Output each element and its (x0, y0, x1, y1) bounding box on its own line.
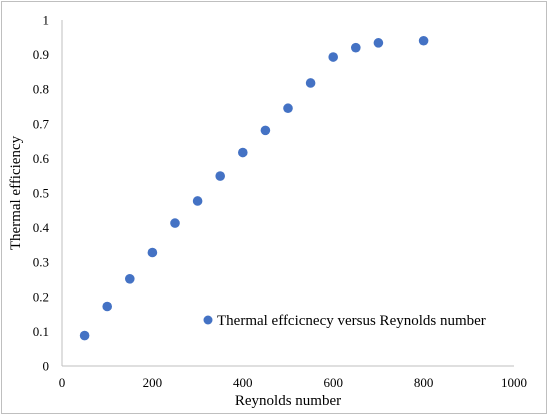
data-point (328, 52, 339, 62)
y-tick-label: 0.4 (33, 220, 50, 235)
x-tick-label: 200 (143, 375, 163, 390)
data-point (147, 247, 158, 258)
data-point (418, 35, 429, 46)
legend-label: Thermal effcicnecy versus Reynolds numbe… (217, 313, 486, 329)
data-points (79, 35, 429, 341)
y-tick-label: 1 (43, 13, 50, 28)
data-point (305, 78, 316, 88)
data-point (351, 42, 361, 53)
legend: Thermal effcicnecy versus Reynolds numbe… (203, 313, 486, 329)
data-point (102, 301, 112, 312)
data-point (238, 147, 248, 158)
x-tick-label: 800 (414, 375, 434, 390)
x-tick-label: 0 (59, 375, 66, 390)
y-tick-label: 0.3 (33, 255, 49, 270)
data-point (260, 125, 271, 136)
x-tick-label: 600 (323, 375, 343, 390)
data-point (79, 330, 90, 341)
data-point (215, 171, 225, 181)
data-point (192, 196, 203, 206)
legend-marker (203, 315, 213, 325)
y-tick-label: 0.1 (33, 324, 49, 339)
y-tick-label: 0.8 (33, 82, 49, 97)
axes (61, 20, 514, 367)
x-axis-title: Reynolds number (235, 393, 341, 409)
y-tick-label: 0.6 (33, 151, 50, 166)
tick-labels: 0 200 400 600 800 1000 0 0.1 0.2 0.3 0.4 0.5 0.6 0.7 0… (33, 13, 527, 391)
x-tick-label: 1000 (501, 375, 527, 390)
y-tick-label: 0.7 (33, 116, 50, 131)
y-tick-label: 0.9 (33, 47, 49, 62)
x-tick-label: 400 (233, 375, 253, 390)
y-tick-label: 0 (43, 359, 50, 374)
y-tick-label: 0.5 (33, 186, 49, 201)
data-point (283, 103, 293, 114)
y-tick-label: 0.2 (33, 289, 49, 304)
y-axis-title: Thermal efficiency (8, 135, 24, 250)
data-point (125, 274, 135, 284)
data-point (373, 38, 384, 48)
data-point (170, 218, 180, 228)
